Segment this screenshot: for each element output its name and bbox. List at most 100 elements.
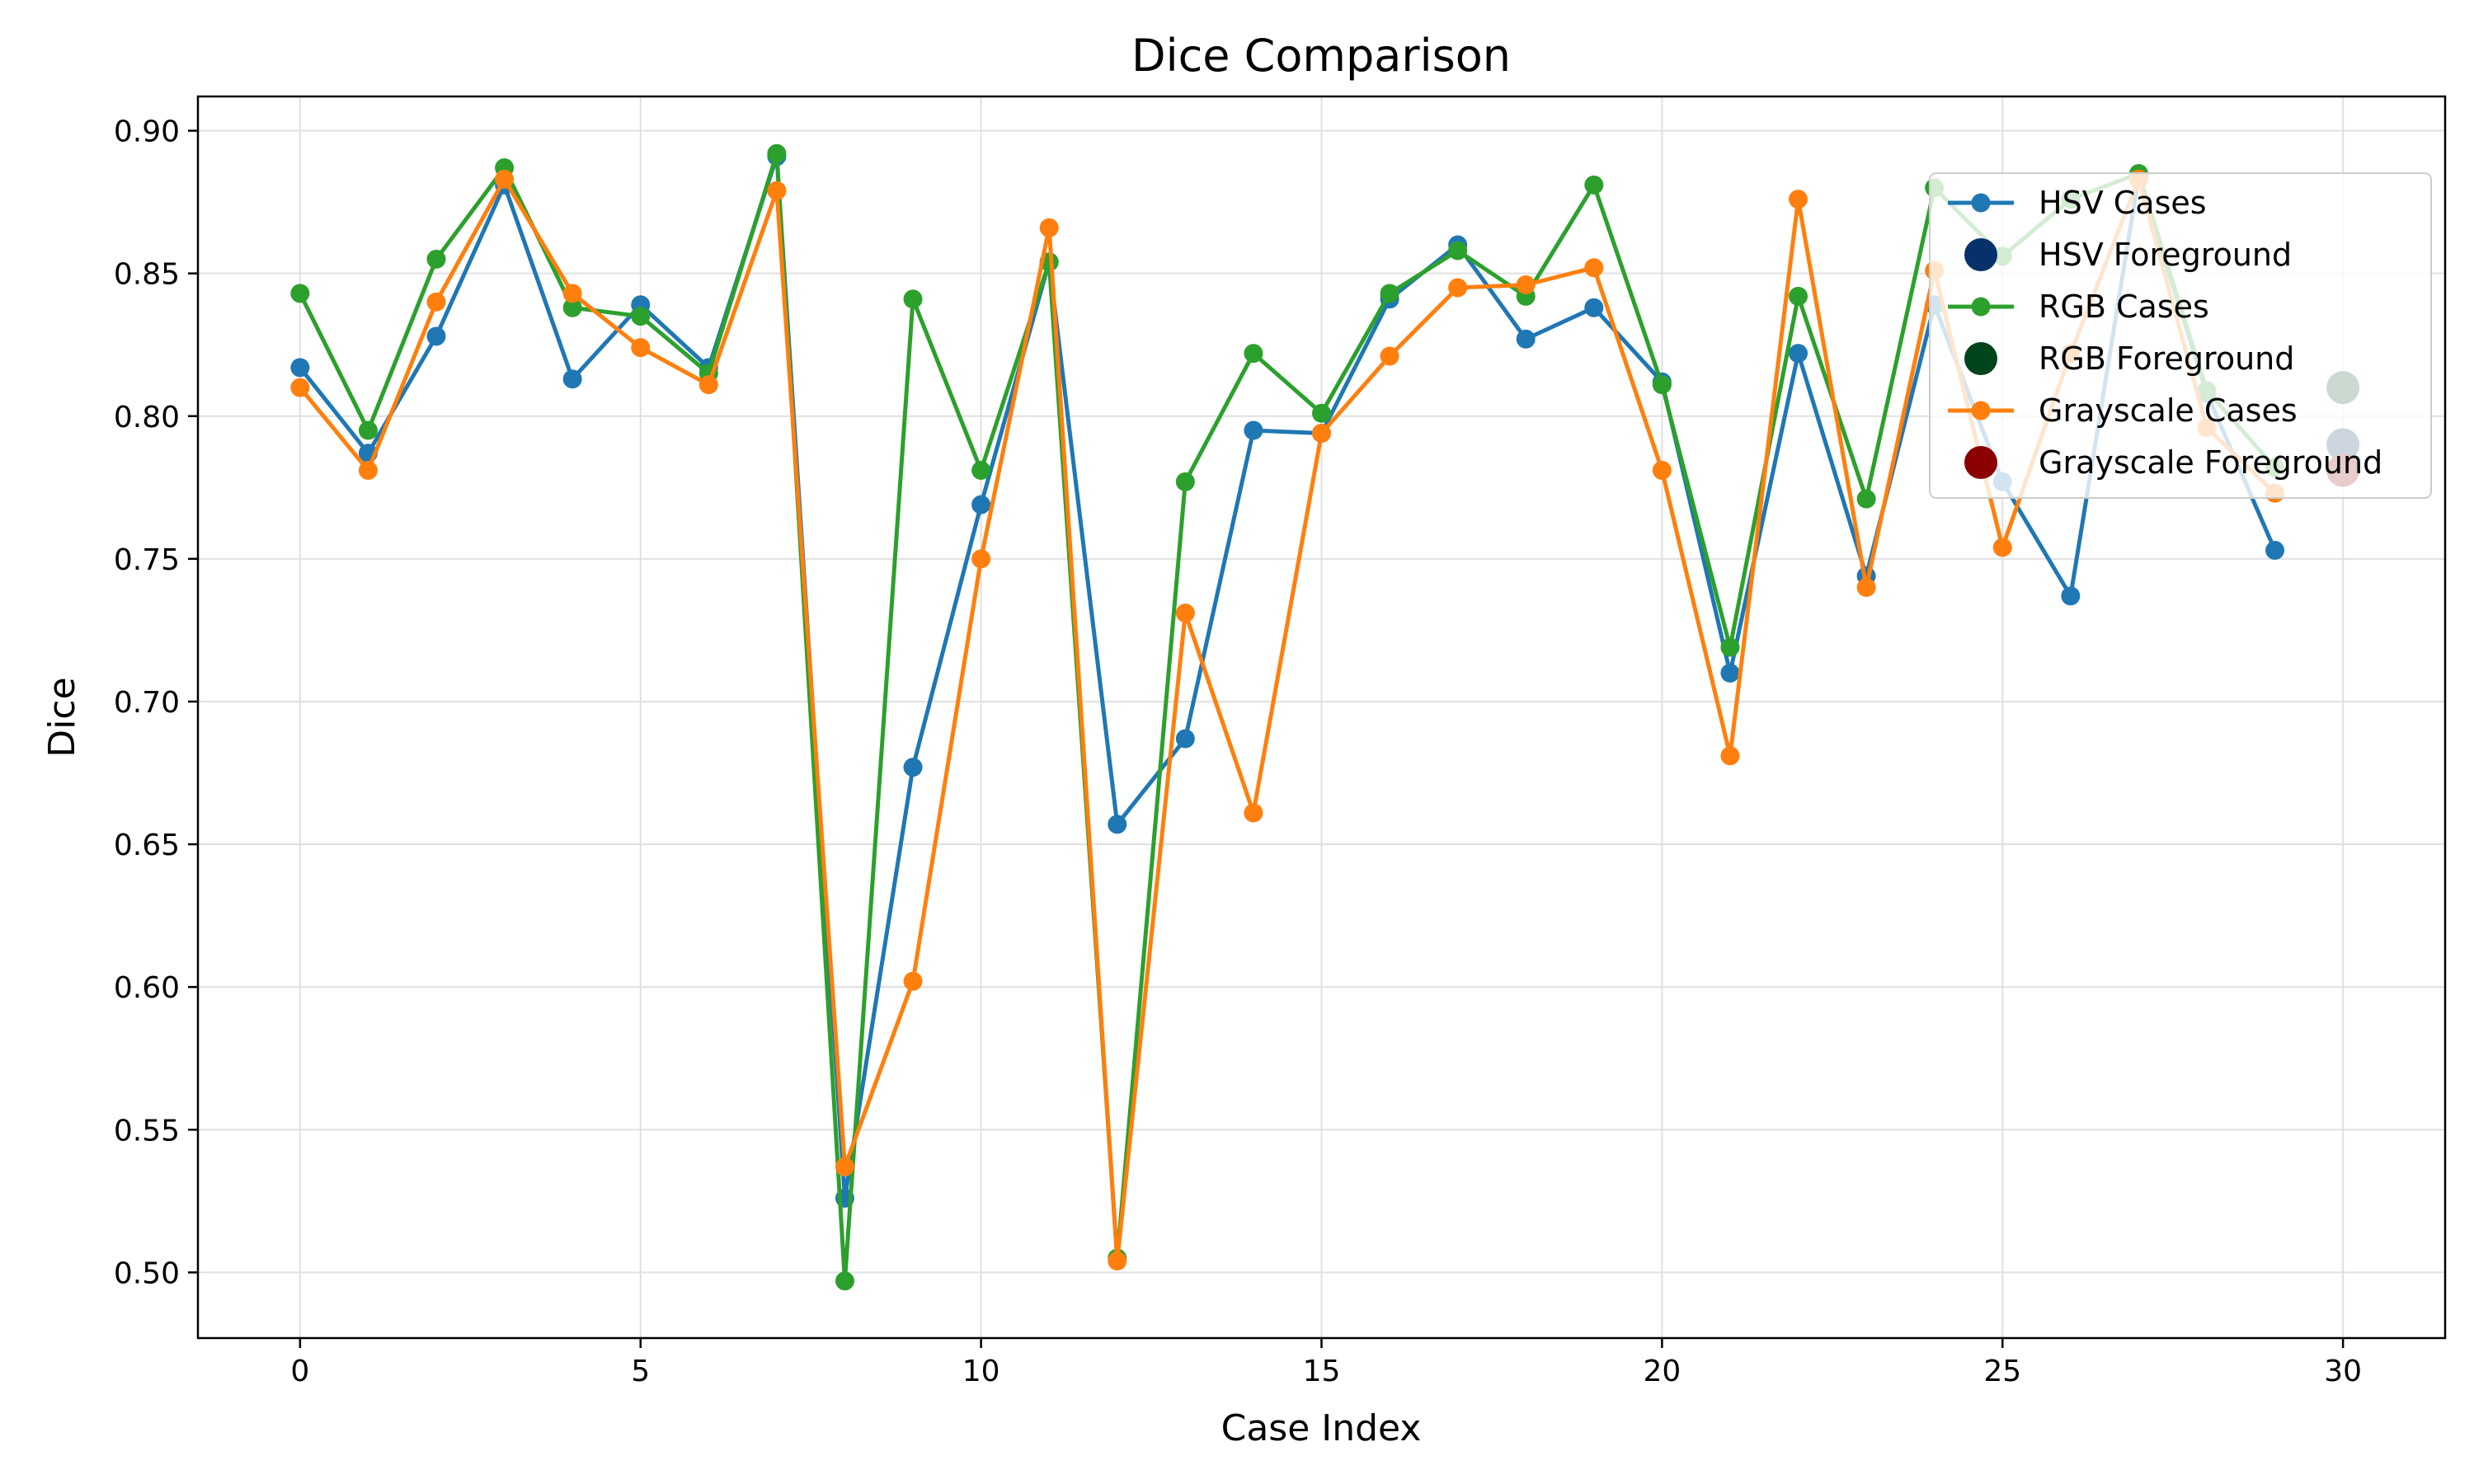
y-tick-label: 0.50 [114, 1256, 180, 1290]
grayscale-cases-point [1789, 190, 1808, 209]
hsv-cases-point [562, 369, 582, 389]
y-tick-label: 0.75 [114, 543, 180, 577]
rgb-cases-point [1312, 403, 1331, 423]
rgb-cases-point [835, 1271, 854, 1291]
rgb-cases-point [1448, 241, 1468, 261]
grayscale-cases-point [835, 1157, 854, 1176]
rgb-cases-point [1175, 472, 1195, 491]
hsv-cases-point [903, 758, 923, 777]
y-axis-ticks: 0.50 0.55 0.60 0.65 0.70 0.75 0.80 0.85 0.90 [114, 115, 198, 1290]
rgb-cases-point [1789, 286, 1808, 306]
hsv-cases-point [426, 326, 446, 346]
rgb-cases-point [631, 307, 651, 326]
x-axis-ticks: 0 5 10 15 20 25 30 [290, 1338, 2362, 1388]
chart-title: Dice Comparison [1131, 30, 1511, 82]
hsv-cases-point [1516, 329, 1536, 349]
x-tick-label: 10 [962, 1355, 1000, 1388]
legend-label: HSV Foreground [2039, 237, 2292, 273]
grayscale-cases-point [562, 284, 582, 303]
y-tick-label: 0.85 [114, 258, 180, 292]
grayscale-cases-point [698, 375, 718, 395]
hsv-cases-point [290, 358, 310, 378]
grayscale-cases-point [1652, 461, 1672, 481]
rgb-cases-point [290, 284, 310, 303]
y-tick-label: 0.70 [114, 686, 180, 720]
legend-item-hsv-foreground: HSV Foreground [1964, 237, 2292, 273]
legend-item-grayscale-cases: Grayscale Cases [1948, 392, 2298, 429]
grayscale-cases-point [495, 169, 515, 189]
grayscale-cases-point [1039, 218, 1059, 237]
rgb-cases-point [1652, 375, 1672, 395]
legend-marker-swatch [1971, 297, 1991, 317]
rgb-cases-point [1584, 175, 1604, 195]
grayscale-cases-point [903, 971, 923, 991]
grayscale-cases-point [1448, 278, 1468, 298]
y-tick-label: 0.55 [114, 1114, 180, 1148]
legend-item-rgb-cases: RGB Cases [1948, 289, 2209, 325]
grayscale-cases-point [1516, 275, 1536, 294]
rgb-cases-point [1380, 284, 1399, 303]
grayscale-cases-point [1312, 424, 1331, 444]
hsv-cases-point [1789, 344, 1808, 364]
hsv-cases-point [2265, 540, 2285, 560]
grayscale-cases-point [1992, 538, 2012, 557]
grayscale-cases-point [1856, 577, 1876, 597]
y-tick-label: 0.60 [114, 971, 180, 1005]
y-tick-label: 0.65 [114, 829, 180, 862]
rgb-cases-point [358, 420, 378, 440]
legend-marker-swatch [1964, 446, 1997, 479]
grayscale-cases-point [358, 461, 378, 481]
x-tick-label: 20 [1643, 1355, 1681, 1388]
grayscale-cases-point [1175, 603, 1195, 623]
legend-label: Grayscale Cases [2039, 392, 2298, 429]
grayscale-cases-point [426, 292, 446, 312]
legend-box [1929, 172, 2432, 499]
hsv-cases-point [1108, 815, 1127, 834]
hsv-cases-point [1175, 729, 1195, 749]
legend: HSV Cases HSV Foreground RGB Cases RGB Fore… [1929, 172, 2432, 499]
grayscale-cases-point [971, 549, 991, 569]
legend-label: RGB Foreground [2039, 340, 2294, 377]
rgb-cases-point [426, 249, 446, 269]
legend-marker-swatch [1964, 342, 1997, 375]
x-tick-label: 0 [290, 1355, 309, 1388]
x-tick-label: 25 [1983, 1355, 2021, 1388]
x-tick-label: 15 [1303, 1355, 1341, 1388]
rgb-cases-point [971, 461, 991, 481]
y-tick-label: 0.80 [114, 401, 180, 434]
grayscale-cases-point [1380, 346, 1399, 366]
legend-item-hsv-cases: HSV Cases [1948, 185, 2207, 221]
grayscale-cases-point [631, 338, 651, 358]
x-tick-label: 30 [2324, 1355, 2362, 1388]
x-axis-label: Case Index [1221, 1407, 1422, 1449]
rgb-cases-point [1720, 637, 1740, 657]
grayscale-cases-series [290, 169, 2285, 1271]
rgb-cases-point [767, 143, 787, 163]
y-tick-label: 0.90 [114, 115, 180, 149]
y-axis-label: Dice [41, 677, 83, 757]
rgb-cases-point [1856, 489, 1876, 509]
legend-label: HSV Cases [2039, 185, 2207, 221]
rgb-cases-point [562, 298, 582, 317]
grayscale-cases-point [1108, 1252, 1127, 1271]
grayscale-cases-point [290, 378, 310, 397]
legend-marker-swatch [1964, 238, 1997, 271]
legend-label: RGB Cases [2039, 289, 2209, 325]
grayscale-cases-point [1584, 258, 1604, 278]
hsv-cases-point [2061, 586, 2081, 606]
legend-item-rgb-foreground: RGB Foreground [1964, 340, 2294, 377]
hsv-cases-point [1584, 298, 1604, 317]
x-tick-label: 5 [631, 1355, 650, 1388]
grayscale-cases-point [767, 181, 787, 200]
legend-item-grayscale-foreground: Grayscale Foreground [1964, 444, 2382, 481]
grayscale-cases-point [1244, 803, 1263, 823]
hsv-cases-point [1720, 663, 1740, 683]
grayscale-cases-point [1720, 746, 1740, 766]
hsv-cases-point [971, 495, 991, 514]
rgb-cases-point [903, 289, 923, 309]
legend-marker-swatch [1971, 193, 1991, 213]
hsv-cases-point [1244, 420, 1263, 440]
legend-label: Grayscale Foreground [2039, 444, 2382, 481]
legend-marker-swatch [1971, 401, 1991, 420]
